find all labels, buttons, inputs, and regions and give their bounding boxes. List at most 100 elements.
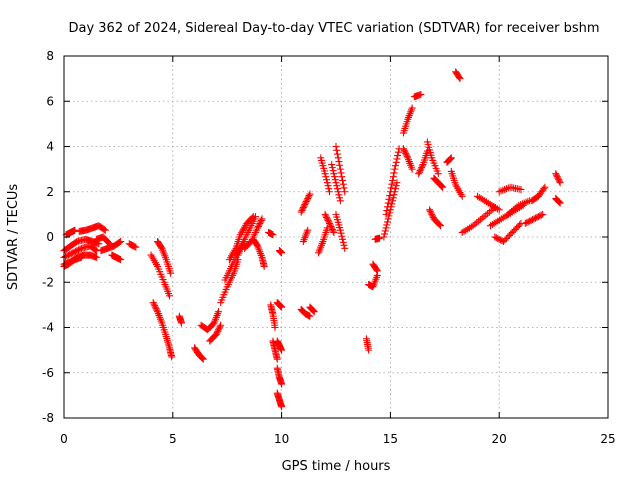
satellite-track: [321, 210, 338, 236]
data-point: [61, 253, 69, 261]
data-point: [478, 214, 486, 222]
data-point: [475, 217, 483, 225]
data-point: [408, 104, 416, 112]
x-tick-label: 5: [169, 432, 177, 446]
data-point: [325, 219, 333, 227]
x-tick-label: 25: [600, 432, 615, 446]
data-point: [408, 165, 416, 173]
data-point: [333, 182, 341, 190]
data-point: [93, 253, 101, 261]
data-point: [530, 215, 538, 223]
data-point: [517, 185, 525, 193]
data-point: [297, 208, 305, 216]
satellite-track: [473, 192, 503, 214]
data-point: [393, 179, 401, 187]
data-point: [500, 238, 508, 246]
satellite-track: [93, 233, 114, 248]
data-point: [336, 226, 344, 234]
satellite-track: [362, 335, 373, 354]
data-point: [115, 238, 123, 246]
data-point: [494, 235, 502, 243]
data-point: [199, 354, 207, 362]
data-point: [332, 143, 340, 150]
data-point: [401, 148, 409, 156]
data-point: [153, 306, 161, 314]
data-point: [305, 192, 313, 200]
data-point: [501, 236, 509, 244]
data-point: [437, 182, 445, 190]
data-point: [534, 213, 542, 221]
satellite-track: [521, 210, 547, 227]
satellite-track: [528, 183, 549, 205]
satellite-track: [267, 301, 279, 331]
data-point: [390, 191, 398, 199]
data-point: [330, 228, 338, 236]
data-point: [400, 146, 408, 154]
data-point: [329, 227, 337, 235]
data-point: [339, 235, 347, 243]
data-point: [214, 326, 222, 334]
satellite-track: [365, 271, 381, 291]
data-point: [332, 179, 340, 187]
data-point: [254, 222, 262, 230]
data-point: [150, 300, 158, 308]
data-point: [271, 324, 279, 331]
data-point: [73, 247, 81, 255]
satellite-track: [273, 299, 286, 311]
data-point: [415, 168, 423, 176]
y-tick-label: -2: [42, 275, 54, 289]
data-point: [438, 182, 446, 190]
data-point: [533, 213, 541, 221]
data-point: [555, 198, 563, 206]
data-point: [341, 244, 349, 252]
data-point: [304, 195, 312, 203]
satellite-track: [249, 235, 268, 270]
satellite-track: [297, 190, 314, 216]
data-point: [553, 171, 561, 179]
data-point: [388, 180, 396, 188]
data-point: [341, 188, 349, 196]
data-point: [71, 226, 79, 234]
data-point: [482, 211, 490, 219]
data-point: [476, 216, 484, 224]
data-point: [212, 330, 220, 338]
data-point: [278, 403, 286, 411]
data-point: [392, 182, 400, 190]
data-point: [117, 256, 125, 264]
data-point: [67, 250, 75, 258]
data-point: [392, 158, 400, 166]
satellite-track: [315, 224, 331, 257]
satellite-track: [452, 68, 464, 83]
data-point: [151, 302, 159, 310]
data-point: [446, 155, 454, 163]
data-point: [526, 217, 534, 225]
data-point: [524, 218, 532, 226]
data-point: [426, 207, 434, 215]
data-point: [75, 246, 83, 254]
data-point: [403, 152, 411, 160]
data-point: [214, 327, 222, 335]
data-point: [178, 319, 186, 327]
data-point: [473, 219, 481, 227]
y-tick-label: 2: [46, 185, 54, 199]
data-point: [327, 222, 335, 230]
data-point: [428, 212, 436, 220]
satellite-track: [197, 308, 222, 334]
data-point: [298, 207, 306, 215]
data-point: [306, 312, 314, 320]
y-axis-ticks: -8 -6 -4 -2 0 2 4 6 8: [42, 49, 608, 425]
data-point: [390, 169, 398, 177]
data-point: [254, 224, 262, 232]
data-point: [516, 221, 524, 229]
satellite-track: [552, 170, 564, 187]
data-point: [251, 213, 259, 221]
data-point: [304, 226, 312, 234]
data-point: [335, 191, 343, 199]
satellite-track: [491, 219, 525, 246]
x-tick-label: 15: [383, 432, 398, 446]
data-point: [384, 215, 392, 223]
data-point: [417, 90, 425, 98]
data-point: [336, 197, 344, 205]
y-axis-label: SDTVAR / TECUs: [6, 184, 21, 291]
data-point: [527, 216, 535, 224]
